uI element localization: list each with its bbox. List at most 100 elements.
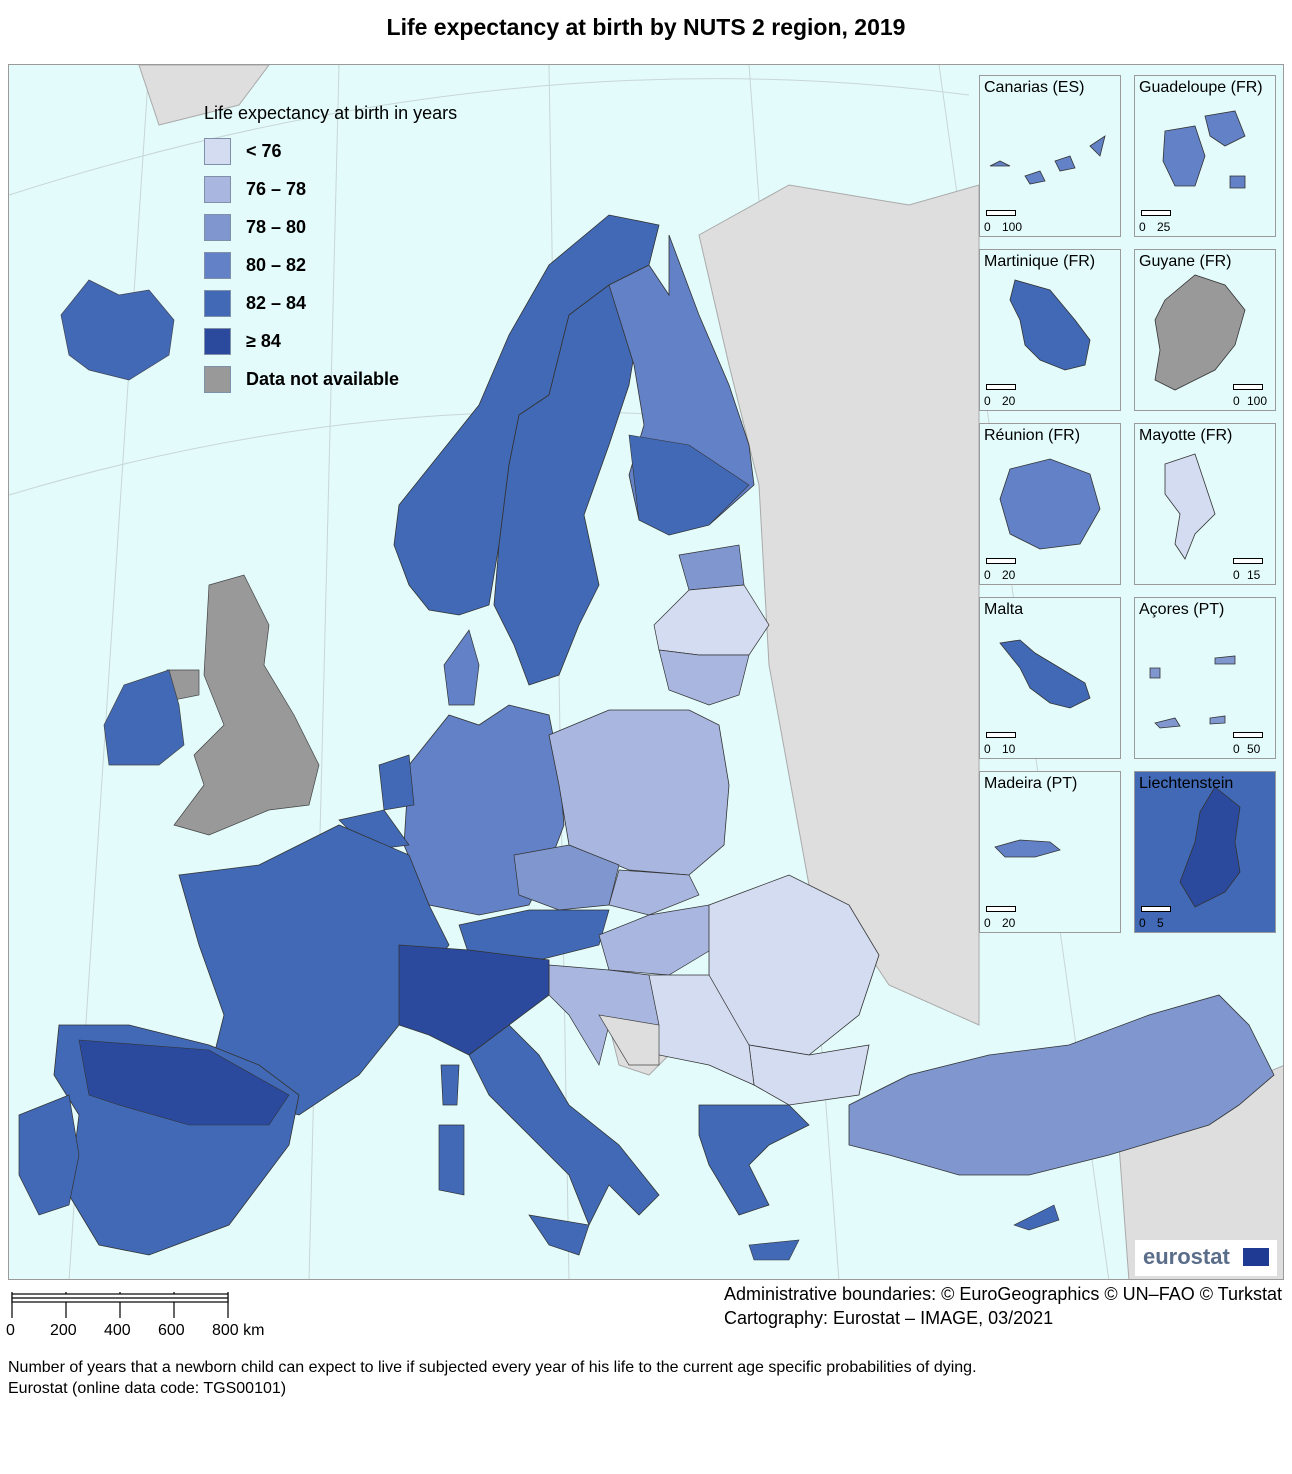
inset-map: Liechtenstein 0 5 — [1134, 771, 1276, 933]
inset-title: Canarias (ES) — [984, 79, 1084, 97]
inset-title: Malta — [984, 601, 1023, 619]
inset-map: Guyane (FR) 0 100 — [1134, 249, 1276, 411]
legend-item: ≥ 84 — [204, 322, 457, 360]
credits: Administrative boundaries: © EuroGeograp… — [724, 1282, 1282, 1330]
legend-swatch — [204, 138, 231, 165]
inset-title: Guadeloupe (FR) — [1139, 79, 1263, 97]
eu-flag-icon — [1243, 1248, 1269, 1266]
inset-map: Açores (PT) 0 50 — [1134, 597, 1276, 759]
inset-title: Martinique (FR) — [984, 253, 1095, 271]
legend-swatch — [204, 290, 231, 317]
inset-scale-tick: 5 — [1157, 916, 1164, 930]
region-greece — [699, 1105, 809, 1215]
region-denmark — [444, 630, 479, 705]
inset-scale-bar — [1141, 906, 1171, 912]
legend-swatch — [204, 176, 231, 203]
inset-title: Liechtenstein — [1139, 775, 1233, 793]
inset-scale-bar — [1233, 558, 1263, 564]
scale-tick: 600 — [158, 1322, 185, 1340]
region-slovakia — [609, 870, 699, 915]
legend-swatch — [204, 328, 231, 355]
footnote-source: Eurostat (online data code: TGS00101) — [8, 1378, 977, 1399]
inset-scale-tick: 100 — [1247, 394, 1267, 408]
inset-scale-tick: 20 — [1002, 394, 1015, 408]
inset-scale-bar — [1141, 210, 1171, 216]
inset-scale-tick: 50 — [1247, 742, 1260, 756]
inset-region — [1150, 656, 1235, 728]
footnote: Number of years that a newborn child can… — [8, 1357, 977, 1399]
legend-label: ≥ 84 — [246, 331, 281, 352]
inset-scale-tick: 20 — [1002, 916, 1015, 930]
inset-scale-tick: 0 — [984, 742, 991, 756]
inset-scale-tick: 25 — [1157, 220, 1170, 234]
region-estonia — [679, 545, 744, 590]
inset-title: Guyane (FR) — [1139, 253, 1231, 271]
footnote-definition: Number of years that a newborn child can… — [8, 1357, 977, 1378]
legend-label: 78 – 80 — [246, 217, 306, 238]
inset-scale-tick: 20 — [1002, 568, 1015, 582]
legend-item: 78 – 80 — [204, 208, 457, 246]
inset-region — [1155, 275, 1245, 390]
region-lithuania — [659, 650, 749, 705]
inset-scale-bar — [1233, 732, 1263, 738]
inset-scale-bar — [986, 384, 1016, 390]
credits-boundaries: Administrative boundaries: © EuroGeograp… — [724, 1282, 1282, 1306]
inset-scale-tick: 0 — [1233, 742, 1240, 756]
eurostat-logo-text: eurostat — [1143, 1244, 1230, 1270]
legend-item: 82 – 84 — [204, 284, 457, 322]
region-united-kingdom — [174, 575, 319, 835]
scale-tick: 200 — [50, 1322, 77, 1340]
inset-region — [1010, 280, 1090, 370]
region-hungary — [599, 905, 719, 975]
inset-scale-bar — [986, 906, 1016, 912]
inset-scale-bar — [986, 732, 1016, 738]
inset-region — [1163, 111, 1245, 188]
legend-label: Data not available — [246, 369, 399, 390]
inset-scale-tick: 0 — [1233, 568, 1240, 582]
legend-item: < 76 — [204, 132, 457, 170]
region-corsica — [441, 1065, 459, 1105]
region-cyprus — [1014, 1205, 1059, 1230]
region-iceland — [61, 280, 174, 380]
inset-title: Réunion (FR) — [984, 427, 1080, 445]
legend-label: 80 – 82 — [246, 255, 306, 276]
inset-map: Martinique (FR) 0 20 — [979, 249, 1121, 411]
legend-swatch — [204, 214, 231, 241]
legend-title: Life expectancy at birth in years — [204, 103, 457, 124]
region-portugal — [19, 1095, 79, 1215]
legend-swatch — [204, 366, 231, 393]
map-title: Life expectancy at birth by NUTS 2 regio… — [0, 14, 1292, 41]
scale-tick: 400 — [104, 1322, 131, 1340]
region-italy-north — [399, 945, 549, 1055]
inset-region — [995, 840, 1060, 857]
region-latvia — [654, 585, 769, 655]
inset-scale-tick: 10 — [1002, 742, 1015, 756]
inset-scale-tick: 0 — [984, 568, 991, 582]
region-netherlands — [379, 755, 414, 810]
region-crete — [749, 1240, 799, 1260]
inset-scale-tick: 0 — [1139, 220, 1146, 234]
inset-region — [1000, 640, 1090, 708]
inset-scale-bar — [986, 210, 1016, 216]
scale-tick: 800 km — [212, 1322, 264, 1340]
inset-region — [1165, 454, 1215, 559]
legend-label: 82 – 84 — [246, 293, 306, 314]
inset-title: Mayotte (FR) — [1139, 427, 1232, 445]
legend-item: 76 – 78 — [204, 170, 457, 208]
inset-map: Canarias (ES) 0 100 — [979, 75, 1121, 237]
legend-swatch — [204, 252, 231, 279]
inset-map: Malta 0 10 — [979, 597, 1121, 759]
legend-label: 76 – 78 — [246, 179, 306, 200]
region-sicily — [529, 1215, 589, 1255]
inset-scale-tick: 0 — [984, 394, 991, 408]
inset-region — [1180, 787, 1240, 907]
map-frame: Life expectancy at birth in years < 76 76… — [8, 64, 1284, 1280]
inset-title: Madeira (PT) — [984, 775, 1077, 793]
inset-scale-tick: 100 — [1002, 220, 1022, 234]
legend-item: Data not available — [204, 360, 457, 398]
inset-map: Mayotte (FR) 0 15 — [1134, 423, 1276, 585]
inset-region — [1000, 459, 1100, 549]
credits-cartography: Cartography: Eurostat – IMAGE, 03/2021 — [724, 1306, 1282, 1330]
inset-map: Guadeloupe (FR) 0 25 — [1134, 75, 1276, 237]
inset-scale-bar — [986, 558, 1016, 564]
